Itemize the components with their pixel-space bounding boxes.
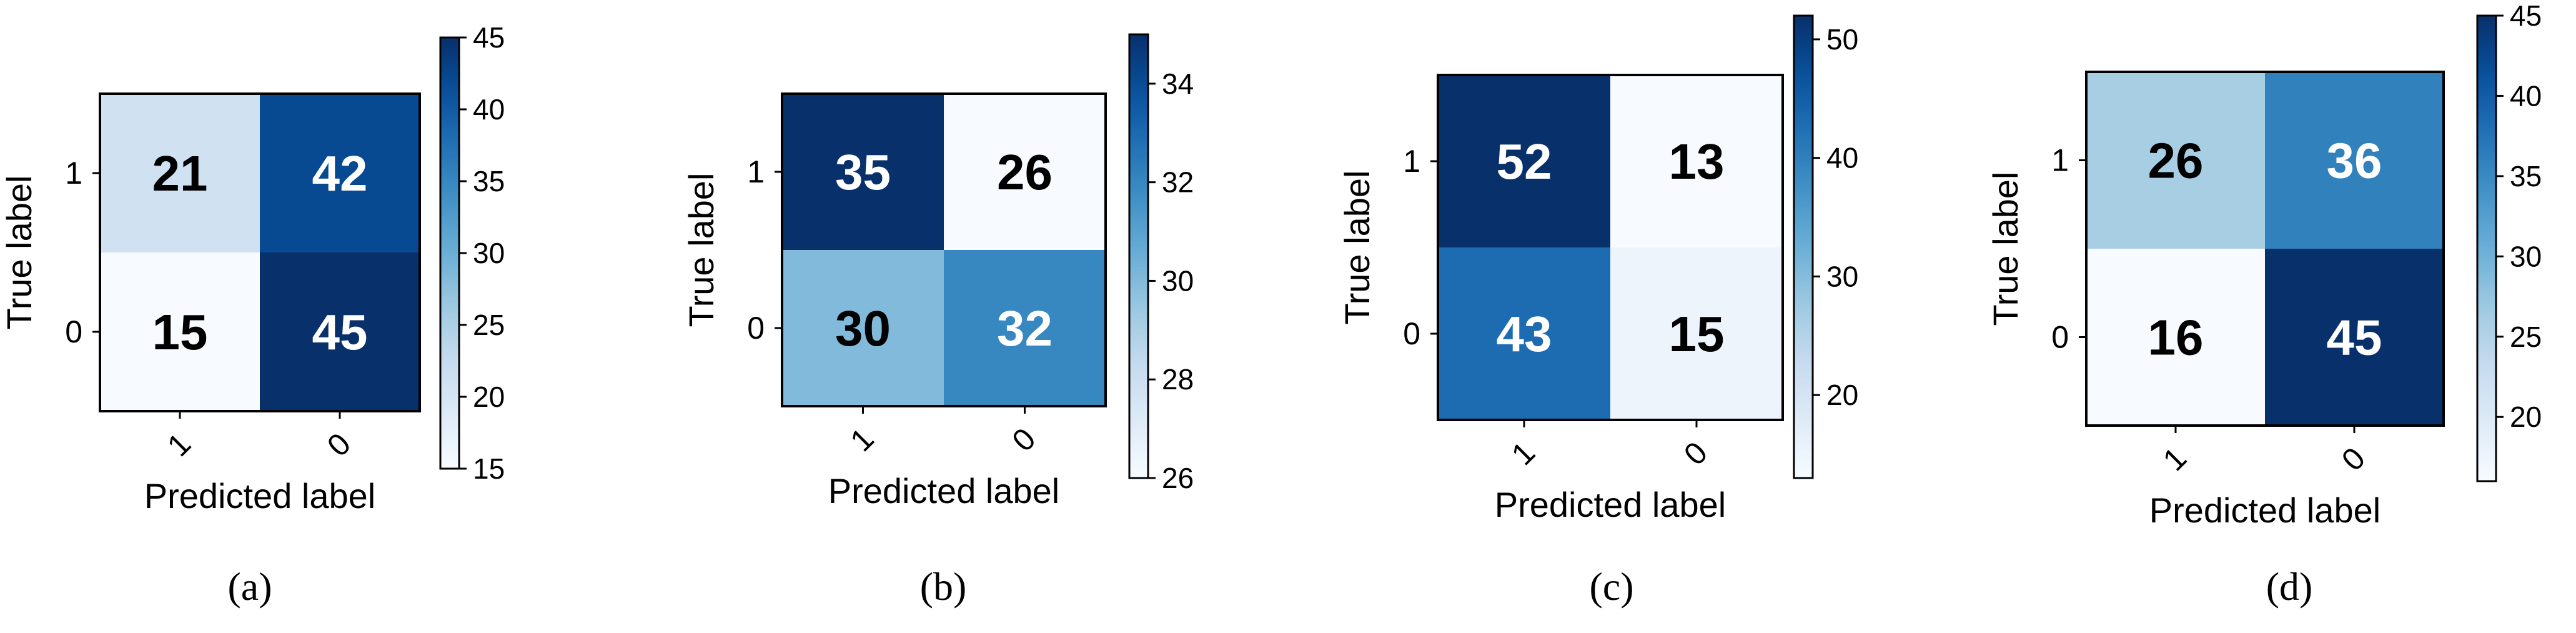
heatmap-cell xyxy=(2086,72,2265,249)
x-axis-label: Predicted label xyxy=(144,476,375,516)
colorbar-tick-label: 26 xyxy=(1162,462,1194,494)
heatmap-cell xyxy=(2086,249,2265,426)
cell-value-label: 35 xyxy=(835,144,891,200)
cell-value-label: 30 xyxy=(835,301,891,356)
heatmap-cell xyxy=(260,252,420,411)
cell-value-label: 15 xyxy=(152,304,208,360)
colorbar-tick-label: 30 xyxy=(473,237,505,269)
x-axis-label: Predicted label xyxy=(828,471,1059,511)
y-axis-label: True label xyxy=(0,176,39,330)
colorbar-tick-label: 15 xyxy=(473,452,505,485)
heatmap-cell xyxy=(1438,247,1610,420)
x-axis-label: Predicted label xyxy=(1495,485,1726,524)
panel-b: 35 26 30 32 1 0 1 0 Predicted label True label 26 2… xyxy=(681,33,1194,609)
cell-value-label: 52 xyxy=(1497,134,1552,189)
x-axis-label: Predicted label xyxy=(2149,491,2380,530)
colorbar-frame xyxy=(1793,14,1814,479)
y-tick-label: 0 xyxy=(1403,316,1420,351)
heatmap-cell xyxy=(944,250,1106,406)
y-axis-label: True label xyxy=(1337,171,1377,325)
heatmap-frame xyxy=(99,92,421,412)
cell-value-label: 45 xyxy=(2327,310,2382,366)
colorbar-tick-label: 35 xyxy=(2510,160,2542,192)
x-tick-label: 1 xyxy=(161,426,197,463)
colorbar-tick-label: 34 xyxy=(1162,67,1194,100)
heatmap-frame xyxy=(781,92,1107,407)
panel-caption: (c) xyxy=(1589,564,1633,609)
y-tick-label: 1 xyxy=(65,156,82,191)
x-tick-label: 0 xyxy=(1677,435,1714,472)
cell-value-label: 16 xyxy=(2148,310,2204,366)
colorbar xyxy=(2477,16,2496,481)
colorbar-tick-label: 35 xyxy=(473,165,505,197)
heatmap-cell xyxy=(1438,75,1610,247)
heatmap-cell xyxy=(260,94,420,252)
panel-a: 21 42 15 45 1 0 1 0 Predicted label True label 15 2… xyxy=(0,21,505,609)
y-tick-label: 1 xyxy=(2051,143,2069,178)
panel-caption: (d) xyxy=(2266,564,2313,609)
heatmap-frame xyxy=(2085,71,2445,427)
heatmap-cell xyxy=(2265,249,2444,426)
cell-value-label: 43 xyxy=(1497,306,1552,362)
colorbar-tick-label: 50 xyxy=(1826,23,1858,56)
cell-value-label: 15 xyxy=(1669,306,1725,362)
colorbar-frame xyxy=(1128,33,1149,479)
x-tick-label: 1 xyxy=(1505,435,1542,472)
panel-caption: (a) xyxy=(227,564,272,609)
colorbar-tick-label: 40 xyxy=(1826,142,1858,174)
colorbar-tick-label: 40 xyxy=(2510,79,2542,112)
colorbar-tick-label: 20 xyxy=(473,381,505,413)
colorbar-tick-label: 30 xyxy=(2510,240,2542,272)
colorbar-tick-label: 20 xyxy=(2510,401,2542,433)
colorbar-tick-label: 25 xyxy=(473,309,505,341)
x-tick-label: 0 xyxy=(320,426,357,463)
cell-value-label: 45 xyxy=(312,304,368,360)
y-tick-label: 0 xyxy=(747,311,765,346)
colorbar-tick-label: 25 xyxy=(2510,321,2542,353)
cell-value-label: 32 xyxy=(997,301,1053,356)
colorbar xyxy=(1129,34,1148,478)
y-axis-label: True label xyxy=(681,173,721,327)
cell-value-label: 26 xyxy=(997,144,1053,200)
heatmap-frame xyxy=(1437,74,1784,421)
panel-d: 26 36 16 45 1 0 1 0 Predicted label True label 20 2… xyxy=(1986,0,2542,609)
heatmap-cell xyxy=(944,94,1106,250)
colorbar-tick-label: 45 xyxy=(2510,0,2542,32)
heatmap-cell xyxy=(2265,72,2444,249)
y-tick-label: 0 xyxy=(2051,320,2069,355)
panel-caption: (b) xyxy=(920,564,967,609)
colorbar xyxy=(1794,16,1813,478)
cell-value-label: 42 xyxy=(312,146,368,201)
colorbar-tick-label: 40 xyxy=(473,93,505,126)
x-tick-label: 1 xyxy=(2156,441,2193,477)
heatmap-cell xyxy=(100,94,260,252)
heatmap-cell xyxy=(100,252,260,411)
x-tick-label: 0 xyxy=(1005,421,1042,458)
colorbar-tick-label: 30 xyxy=(1826,260,1858,292)
colorbar-tick-label: 45 xyxy=(473,21,505,54)
heatmap-cell xyxy=(782,94,944,250)
cell-value-label: 26 xyxy=(2148,133,2204,189)
heatmap-cell xyxy=(1610,75,1783,247)
panel-c: 52 13 43 15 1 0 1 0 Predicted label True label 20 3… xyxy=(1337,14,1858,609)
y-tick-label: 1 xyxy=(747,154,765,189)
colorbar-tick-label: 28 xyxy=(1162,363,1194,396)
y-tick-label: 1 xyxy=(1403,144,1420,179)
colorbar-tick-label: 32 xyxy=(1162,166,1194,199)
heatmap-cell xyxy=(782,250,944,406)
y-tick-label: 0 xyxy=(65,314,82,349)
heatmap-cell xyxy=(1610,247,1783,420)
cell-value-label: 36 xyxy=(2327,133,2382,189)
x-tick-label: 1 xyxy=(843,421,880,458)
colorbar-tick-label: 20 xyxy=(1826,379,1858,411)
colorbar-tick-label: 30 xyxy=(1162,264,1194,297)
cell-value-label: 21 xyxy=(152,146,208,201)
x-tick-label: 0 xyxy=(2335,441,2372,477)
y-axis-label: True label xyxy=(1986,172,2025,326)
colorbar-frame xyxy=(2476,14,2497,482)
cell-value-label: 13 xyxy=(1669,134,1725,189)
colorbar xyxy=(440,37,459,469)
